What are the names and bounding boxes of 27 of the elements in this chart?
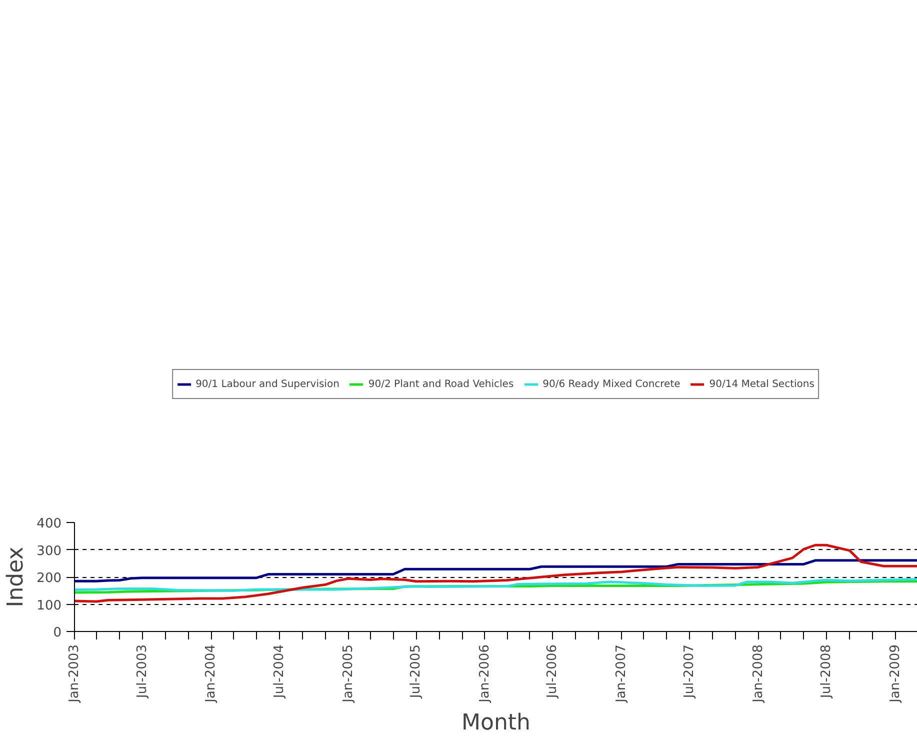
- y-tick-label: 400: [36, 516, 62, 532]
- y-axis-title: Index: [4, 546, 29, 608]
- y-tick-label: 100: [36, 598, 62, 614]
- line-series: [74, 544, 917, 603]
- x-tick-label: Jul-2003: [134, 644, 150, 699]
- x-tick-label: Jan-2006: [477, 644, 492, 704]
- y-tick-label: 300: [36, 544, 62, 559]
- x-tick-label: Jan-2008: [750, 644, 766, 704]
- x-tick-label: Jul-2008: [818, 644, 834, 699]
- legend-label: 90/2 Plant and Road Vehicles: [368, 378, 514, 390]
- y-tick-label: 200: [36, 571, 62, 586]
- legend-label: 90/14 Metal Sections: [709, 378, 814, 390]
- line-series: [74, 578, 917, 592]
- x-tick-label: Jul-2006: [545, 644, 560, 699]
- x-tick-label: Jan-2009: [888, 644, 903, 704]
- x-tick-label: Jan-2005: [340, 644, 356, 704]
- x-tick-label: Jan-2007: [614, 644, 630, 704]
- legend-label: 90/1 Labour and Supervision: [196, 378, 340, 390]
- x-tick-label: Jul-2005: [408, 644, 424, 699]
- x-axis-title: Month: [462, 710, 530, 736]
- x-tick-label: Jan-2004: [204, 644, 219, 704]
- y-tick-label: 0: [53, 626, 62, 640]
- line-series: [74, 559, 917, 582]
- x-tick-label: Jul-2004: [272, 644, 287, 699]
- legend-label: 90/6 Ready Mixed Concrete: [542, 378, 680, 390]
- x-tick-label: Jan-2003: [67, 644, 82, 704]
- x-tick-label: Jul-2007: [682, 644, 697, 699]
